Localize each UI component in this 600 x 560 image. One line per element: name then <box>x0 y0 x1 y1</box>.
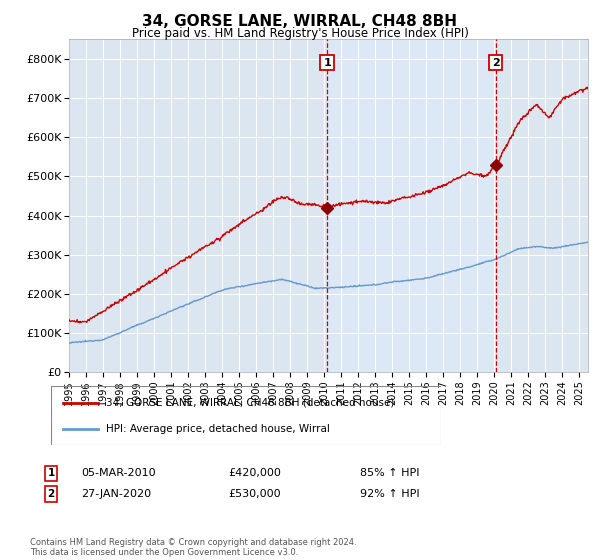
Text: 2: 2 <box>492 58 499 68</box>
Text: Price paid vs. HM Land Registry's House Price Index (HPI): Price paid vs. HM Land Registry's House … <box>131 27 469 40</box>
Text: 85% ↑ HPI: 85% ↑ HPI <box>360 468 419 478</box>
Bar <box>327 39 496 372</box>
Text: 27-JAN-2020: 27-JAN-2020 <box>81 489 151 499</box>
Text: HPI: Average price, detached house, Wirral: HPI: Average price, detached house, Wirr… <box>106 424 329 434</box>
Text: 34, GORSE LANE, WIRRAL, CH48 8BH (detached house): 34, GORSE LANE, WIRRAL, CH48 8BH (detach… <box>106 398 394 408</box>
Text: 1: 1 <box>323 58 331 68</box>
Text: 05-MAR-2010: 05-MAR-2010 <box>81 468 155 478</box>
Text: 34, GORSE LANE, WIRRAL, CH48 8BH: 34, GORSE LANE, WIRRAL, CH48 8BH <box>143 14 458 29</box>
Text: Contains HM Land Registry data © Crown copyright and database right 2024.
This d: Contains HM Land Registry data © Crown c… <box>30 538 356 557</box>
Text: £420,000: £420,000 <box>228 468 281 478</box>
Text: 2: 2 <box>47 489 55 499</box>
Text: 1: 1 <box>47 468 55 478</box>
Text: 92% ↑ HPI: 92% ↑ HPI <box>360 489 419 499</box>
Text: £530,000: £530,000 <box>228 489 281 499</box>
